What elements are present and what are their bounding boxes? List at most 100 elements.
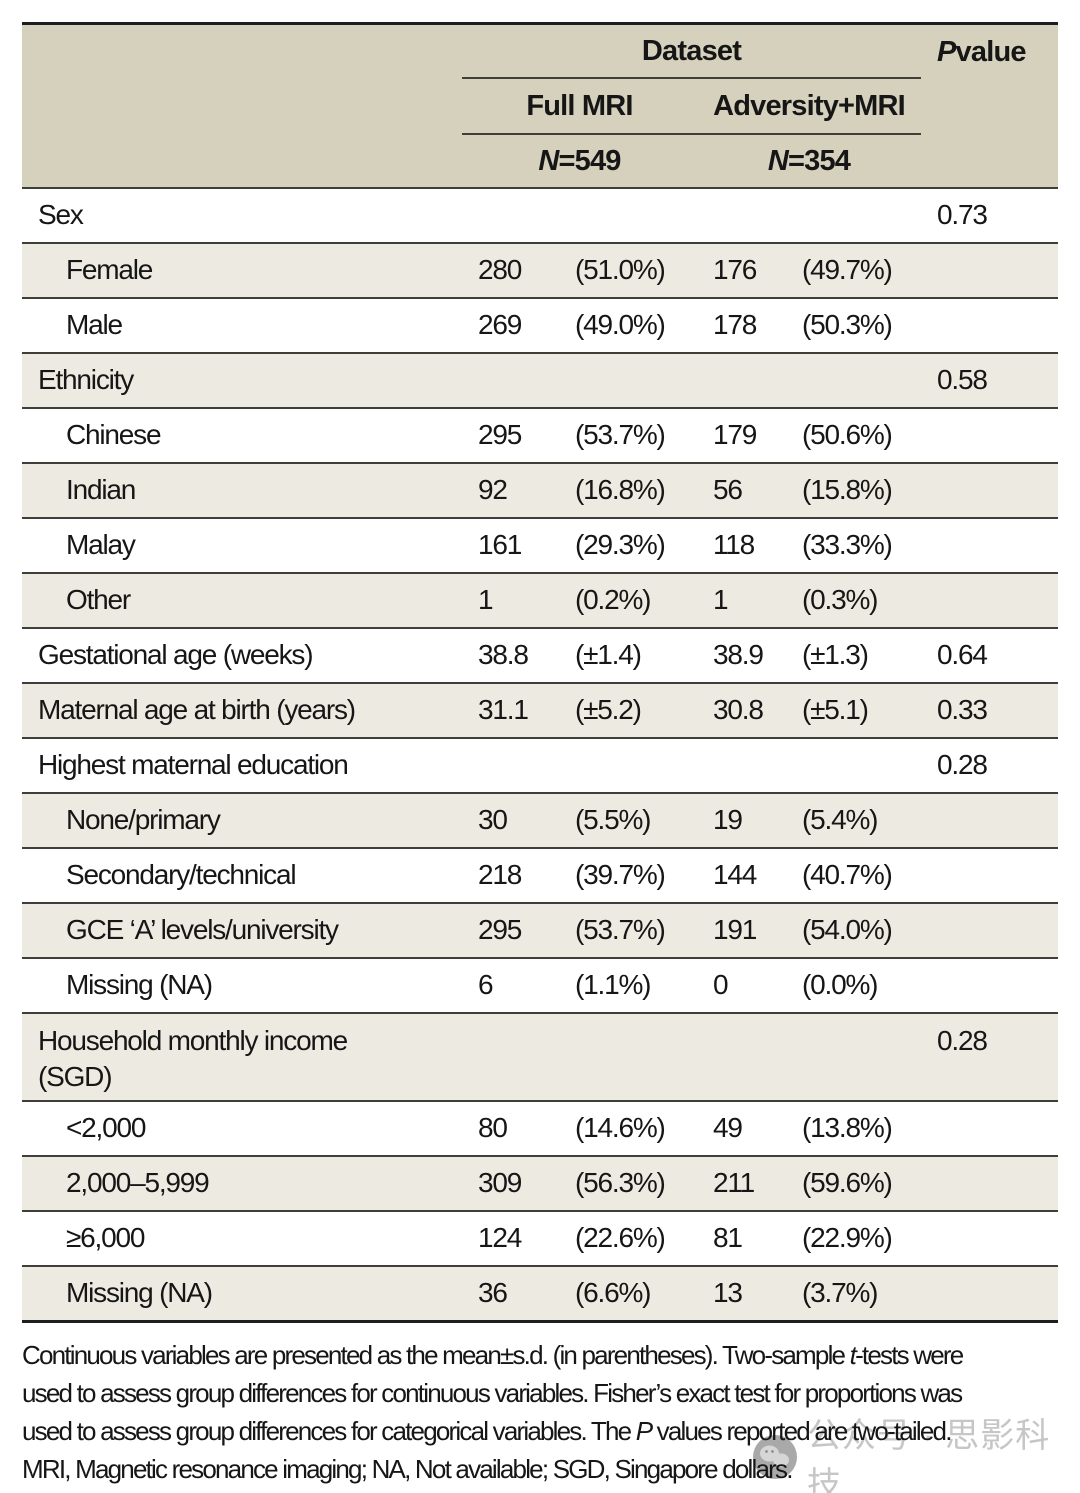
value-cell: (6.6%) <box>575 1277 651 1309</box>
value-cell: 1 <box>713 584 729 616</box>
value-cell: 13 <box>713 1277 743 1309</box>
row-label: Malay <box>66 529 136 561</box>
table-row: 2,000–5,999 309 (56.3%) 211 (59.6%) <box>22 1155 1058 1210</box>
n-adversity-mri: N =354 <box>767 144 851 177</box>
table-row: Maternal age at birth (years) 31.1 (±5.2) 3… <box>22 682 1058 737</box>
row-label: Missing (NA) <box>66 1277 213 1309</box>
value-cell: 178 <box>713 309 757 341</box>
value-cell: (59.6%) <box>802 1167 893 1199</box>
row-label: Highest maternal education <box>38 749 349 781</box>
row-label: ≥6,000 <box>66 1222 145 1254</box>
value-cell: 92 <box>478 474 508 506</box>
table-row: GCE ‘A’ levels/university 295 (53.7%) 191 (5… <box>22 902 1058 957</box>
table-row: Secondary/technical 218 (39.7%) 144 (40.7%) <box>22 847 1058 902</box>
value-cell: (5.4%) <box>802 804 878 836</box>
value-cell: (±5.2) <box>575 694 642 726</box>
p-value-cell: 0.73 <box>937 199 988 231</box>
p-value-cell: 0.33 <box>937 694 988 726</box>
value-cell: (±1.4) <box>575 639 642 671</box>
table-row: Other 1 (0.2%) 1 (0.3%) <box>22 572 1058 627</box>
row-label: 2,000–5,999 <box>66 1167 210 1199</box>
value-cell: (13.8%) <box>802 1112 893 1144</box>
row-label: Sex <box>38 199 84 231</box>
column-header-adversity-mri: Adversity+MRI <box>713 89 906 122</box>
value-cell: 0 <box>713 969 729 1001</box>
value-cell <box>559 1014 697 1023</box>
table-row: Malay 161 (29.3%) 118 (33.3%) <box>22 517 1058 572</box>
value-cell: (3.7%) <box>802 1277 878 1309</box>
value-cell: 218 <box>478 859 522 891</box>
table-row: Gestational age (weeks) 38.8 (±1.4) 38.9 (±1… <box>22 627 1058 682</box>
table-row: Household monthly income (SGD) 0.28 <box>22 1012 1058 1100</box>
row-label: Household monthly income (SGD) <box>38 1025 348 1093</box>
value-cell: (22.9%) <box>802 1222 893 1254</box>
value-cell <box>697 1014 786 1023</box>
value-cell: (±5.1) <box>802 694 869 726</box>
value-cell: 309 <box>478 1167 522 1199</box>
value-cell: (51.0%) <box>575 254 666 286</box>
footnote-line: used to assess group differences for cat… <box>22 1416 952 1446</box>
p-value-cell: 0.64 <box>937 639 988 671</box>
value-cell: (49.7%) <box>802 254 893 286</box>
row-label: Chinese <box>66 419 162 451</box>
p-value-cell: 0.28 <box>937 1025 988 1056</box>
footnote-line: used to assess group differences for con… <box>22 1378 963 1408</box>
table-row: None/primary 30 (5.5%) 19 (5.4%) <box>22 792 1058 847</box>
value-cell: 179 <box>713 419 757 451</box>
value-cell: 56 <box>713 474 743 506</box>
value-cell: 269 <box>478 309 522 341</box>
table-body: Sex 0.73 Female 280 (51.0%) 176 (49.7%) Male 269… <box>22 189 1058 1320</box>
value-cell: (49.0%) <box>575 309 666 341</box>
row-label: Indian <box>66 474 136 506</box>
table-row: Ethnicity 0.58 <box>22 352 1058 407</box>
value-cell: 31.1 <box>478 694 529 726</box>
value-cell: (54.0%) <box>802 914 893 946</box>
value-cell <box>786 1014 921 1023</box>
wechat-icon <box>752 1434 798 1480</box>
row-label: None/primary <box>66 804 221 836</box>
table-row: Missing (NA) 36 (6.6%) 13 (3.7%) <box>22 1265 1058 1320</box>
value-cell: 30.8 <box>713 694 764 726</box>
value-cell: 161 <box>478 529 522 561</box>
p-value-cell: 0.58 <box>937 364 988 396</box>
p-value-header: P value <box>937 35 1027 68</box>
table-row: Female 280 (51.0%) 176 (49.7%) <box>22 242 1058 297</box>
value-cell: (53.7%) <box>575 419 666 451</box>
value-cell: (29.3%) <box>575 529 666 561</box>
value-cell: 176 <box>713 254 757 286</box>
value-cell: (56.3%) <box>575 1167 666 1199</box>
watermark-text: 公众号 · 思影科技 <box>807 1417 1051 1493</box>
value-cell: (1.1%) <box>575 969 651 1001</box>
value-cell: 30 <box>478 804 508 836</box>
header-spacer <box>22 25 462 79</box>
table-row: ≥6,000 124 (22.6%) 81 (22.9%) <box>22 1210 1058 1265</box>
row-label: Secondary/technical <box>66 859 297 891</box>
table-row: Sex 0.73 <box>22 189 1058 242</box>
value-cell: (40.7%) <box>802 859 893 891</box>
row-label: Male <box>66 309 123 341</box>
row-label: Female <box>66 254 153 286</box>
value-cell: 191 <box>713 914 757 946</box>
value-cell: (22.6%) <box>575 1222 666 1254</box>
value-cell: (16.8%) <box>575 474 666 506</box>
table-row: Highest maternal education 0.28 <box>22 737 1058 792</box>
value-cell: 19 <box>713 804 743 836</box>
row-label: Ethnicity <box>38 364 134 396</box>
value-cell: 295 <box>478 419 522 451</box>
value-cell: 280 <box>478 254 522 286</box>
value-cell: 81 <box>713 1222 743 1254</box>
column-header-full-mri: Full MRI <box>526 89 633 122</box>
value-cell: 38.9 <box>713 639 764 671</box>
value-cell: (0.3%) <box>802 584 878 616</box>
n-full-mri: N =549 <box>538 144 621 177</box>
value-cell: 49 <box>713 1112 743 1144</box>
row-label: Maternal age at birth (years) <box>38 694 356 726</box>
value-cell: (33.3%) <box>802 529 893 561</box>
demographics-table: Dataset P value Full MRI Adversity+MRI N… <box>22 22 1058 1323</box>
value-cell: (0.2%) <box>575 584 651 616</box>
table-row: Male 269 (49.0%) 178 (50.3%) <box>22 297 1058 352</box>
row-label: Gestational age (weeks) <box>38 639 314 671</box>
table-row: <2,000 80 (14.6%) 49 (13.8%) <box>22 1100 1058 1155</box>
table-row: Indian 92 (16.8%) 56 (15.8%) <box>22 462 1058 517</box>
footnote: Continuous variables are presented as th… <box>22 1336 1062 1488</box>
